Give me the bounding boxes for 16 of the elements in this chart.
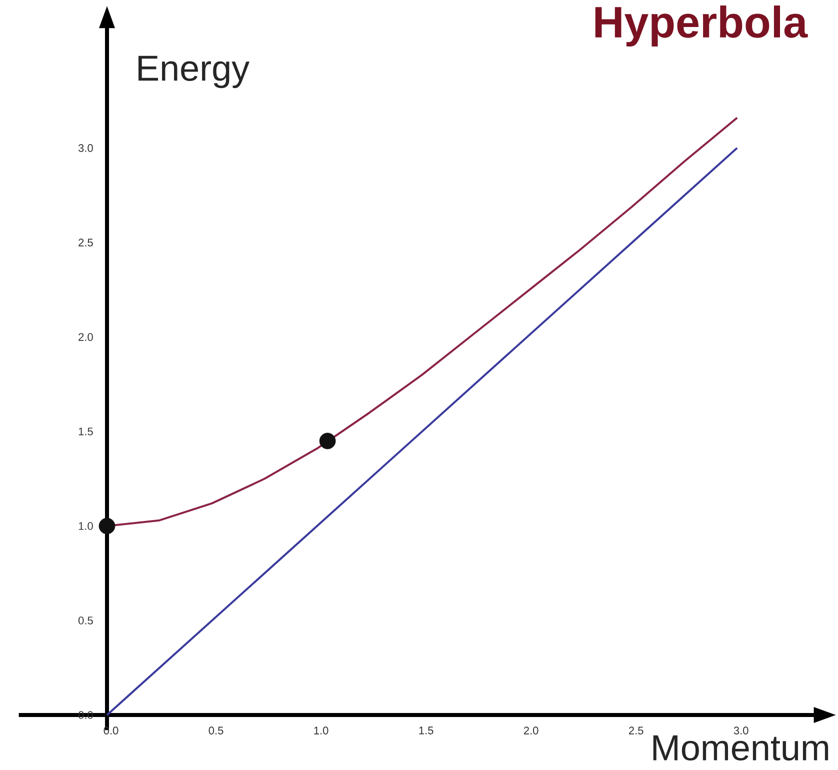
x-axis-title: Momentum xyxy=(653,735,828,761)
x-tick-label: 2.0 xyxy=(524,726,538,734)
x-tick-label: 0.5 xyxy=(208,726,224,734)
y-tick-label: 1.0 xyxy=(78,522,93,530)
y-tick-label: 2.5 xyxy=(78,238,93,246)
x-tick-label: 2.5 xyxy=(628,726,644,734)
x-tick-label: 1.0 xyxy=(314,726,328,734)
x-tick-label: 0.0 xyxy=(104,726,118,734)
y-axis-title: Energy xyxy=(138,56,250,88)
x-tick-label: 1.5 xyxy=(419,726,434,734)
y-tick-label: 3.0 xyxy=(78,144,93,152)
y-tick-label: 0.5 xyxy=(78,616,93,624)
y-tick-label: 1.5 xyxy=(78,428,93,436)
x-tick-label: 3.0 xyxy=(734,726,748,734)
chart-title: Hyperbola xyxy=(595,6,808,47)
y-tick-label: 2.0 xyxy=(78,333,93,341)
